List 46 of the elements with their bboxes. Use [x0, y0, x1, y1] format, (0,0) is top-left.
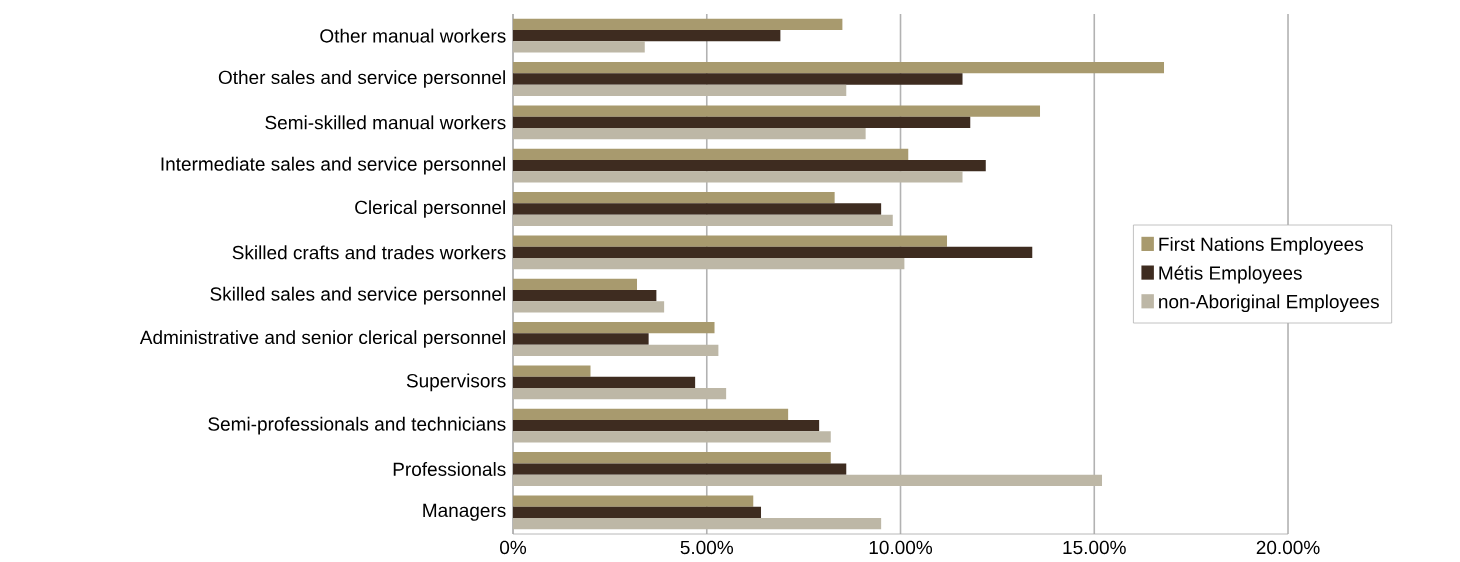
y-tick-label: Intermediate sales and service personnel: [161, 156, 505, 175]
legend-label: First Nations Employees: [1159, 236, 1364, 255]
bar: [513, 322, 715, 334]
y-tick-label: Semi-professionals and technicians: [208, 416, 506, 435]
bar: [513, 73, 963, 85]
bar: [513, 463, 847, 475]
bar: [513, 203, 882, 215]
bar: [513, 116, 971, 128]
bar: [513, 62, 1165, 74]
bar: [513, 41, 645, 53]
bar: [513, 365, 591, 377]
y-tick-label: Skilled sales and service personnel: [210, 286, 505, 305]
y-tick-label: Other manual workers: [320, 28, 506, 43]
bar: [513, 18, 843, 31]
legend-label: Métis Employees: [1159, 265, 1302, 284]
bar: [513, 301, 665, 313]
bar: [513, 290, 657, 302]
y-tick-label: Other sales and service personnel: [218, 70, 505, 88]
bar: [513, 376, 696, 388]
bar: [513, 278, 638, 291]
x-tick-label: 0%: [500, 540, 527, 555]
bar: [513, 420, 820, 432]
bar: [513, 246, 1033, 258]
bar: [513, 30, 781, 42]
bar: [513, 105, 1041, 117]
x-tick-label: 5.00%: [680, 540, 734, 555]
bar: [513, 235, 948, 247]
x-tick-label: 20.00%: [1256, 540, 1320, 555]
y-tick-label: Professionals: [393, 462, 506, 476]
bar: [513, 452, 831, 464]
bar: [513, 495, 754, 507]
legend-label: non-Aboriginal Employees: [1159, 294, 1379, 313]
bar: [513, 333, 649, 345]
y-tick-label: Semi-skilled manual workers: [265, 115, 506, 130]
x-tick-label: 10.00%: [869, 540, 933, 555]
bar: [513, 408, 789, 421]
x-tick-label: 15.00%: [1063, 540, 1126, 555]
y-tick-label: Administrative and senior clerical personnel: [139, 330, 505, 348]
y-tick-label: Supervisors: [406, 373, 506, 392]
bar: [513, 160, 986, 172]
bar: [513, 148, 909, 161]
y-tick-label: Managers: [423, 503, 506, 521]
y-tick-label: Skilled crafts and trades workers: [232, 245, 506, 260]
bar: [513, 192, 835, 204]
y-tick-label: Clerical personnel: [355, 200, 505, 218]
bar: [513, 506, 762, 518]
